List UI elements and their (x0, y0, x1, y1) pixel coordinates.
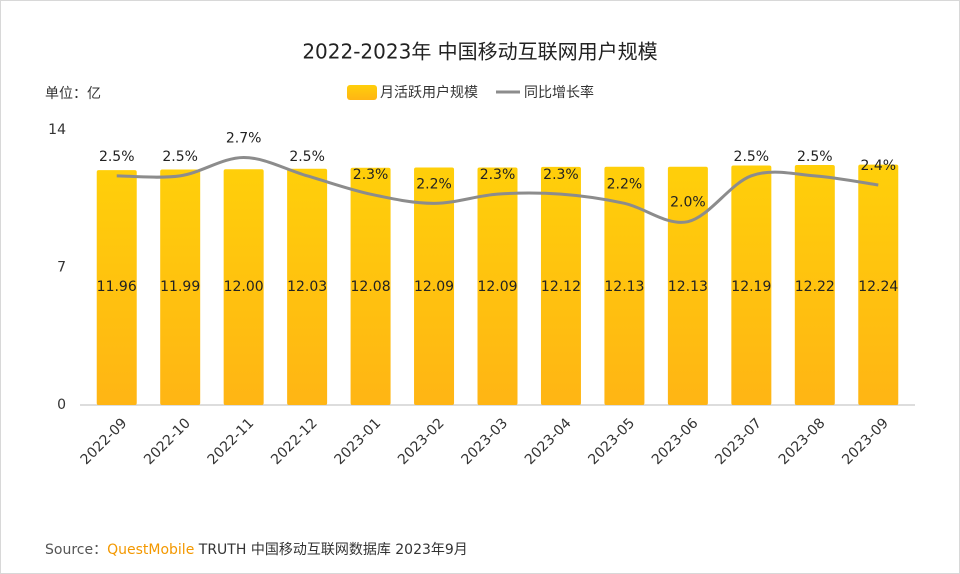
bar (794, 164, 835, 405)
legend-label: 月活跃用户规模 (380, 84, 478, 101)
bar-value-label: 12.08 (351, 279, 391, 295)
bar-value-label: 12.03 (287, 279, 327, 295)
bar (414, 167, 455, 405)
line (116, 155, 879, 224)
bar (287, 168, 328, 405)
bar-value-label: 11.99 (160, 279, 200, 295)
line-value-label: 2.3% (353, 167, 389, 183)
source-text: TRUTH 中国移动互联网数据库 2023年9月 (194, 542, 468, 558)
bar (223, 169, 264, 405)
line-value-label: 2.5% (734, 149, 770, 165)
bar (477, 167, 518, 405)
bar-value-label: 12.12 (541, 279, 581, 295)
bar (96, 170, 137, 405)
bar (540, 166, 581, 405)
line-value-label: 2.4% (860, 158, 896, 174)
bar-value-label: 12.13 (604, 279, 644, 295)
bar (858, 164, 899, 405)
bar-value-label: 12.13 (668, 279, 708, 295)
line-value-label: 2.5% (289, 149, 325, 165)
bar-value-label: 12.24 (858, 279, 898, 295)
bar-value-label: 12.22 (795, 279, 835, 295)
source-label: Source： (45, 542, 107, 558)
source-brand: QuestMobile (107, 542, 194, 558)
bar-value-label: 11.96 (97, 279, 137, 295)
bar-value-label: 12.19 (731, 279, 771, 295)
bar (731, 165, 772, 405)
line-value-label: 2.2% (416, 176, 452, 192)
y-tick-label: 0 (57, 397, 66, 413)
line-value-label: 2.5% (162, 149, 198, 165)
bar-value-label: 12.09 (477, 279, 517, 295)
bar (350, 167, 391, 405)
bar-value-label: 12.09 (414, 279, 454, 295)
bar (160, 169, 201, 405)
line-value-label: 2.0% (670, 195, 706, 211)
y-tick-label: 7 (57, 260, 66, 276)
line-value-label: 2.5% (797, 149, 833, 165)
line-value-label: 2.7% (226, 131, 262, 147)
line-value-label: 2.2% (607, 176, 643, 192)
bar (604, 166, 645, 405)
bar-value-label: 12.00 (224, 279, 264, 295)
line-value-label: 2.3% (480, 167, 516, 183)
legend-label: 同比增长率 (524, 84, 594, 101)
y-tick-label: 14 (48, 122, 66, 138)
bar (667, 166, 708, 405)
unit-label: 单位：亿 (45, 86, 101, 102)
chart-title: 2022-2023年 中国移动互联网用户规模 (302, 40, 657, 64)
line-value-label: 2.5% (99, 149, 135, 165)
line-value-label: 2.3% (543, 167, 579, 183)
legend-swatch (347, 85, 377, 100)
source: Source：QuestMobile TRUTH 中国移动互联网数据库 2023… (45, 542, 468, 558)
